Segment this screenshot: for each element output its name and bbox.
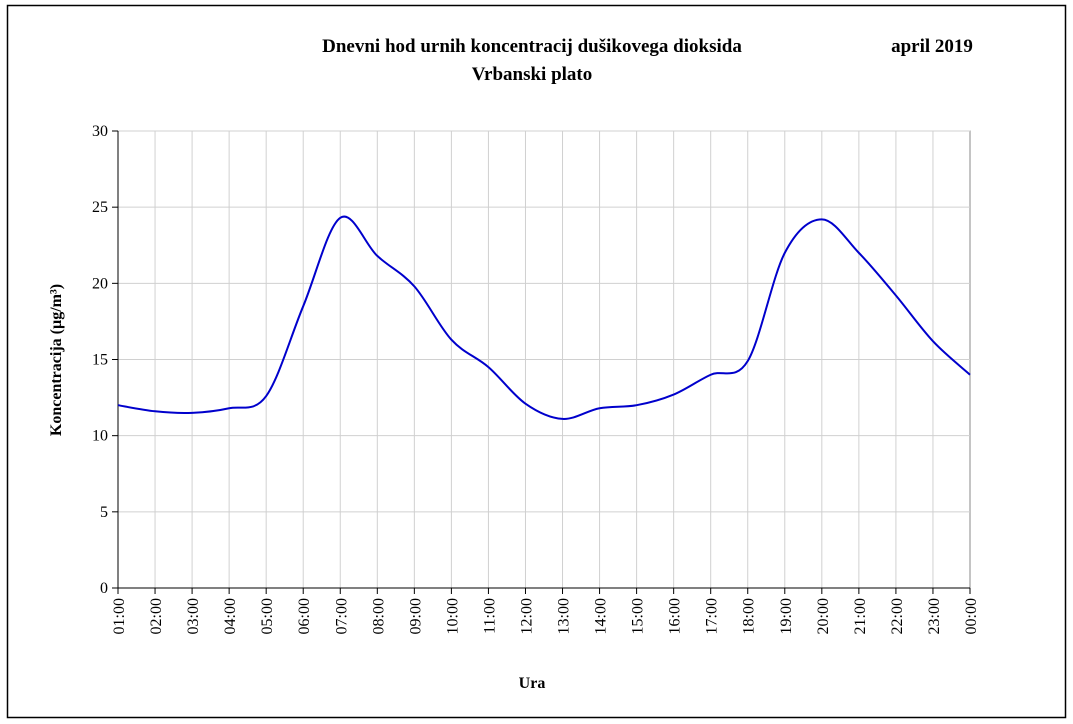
x-tick-label: 14:00 [593,598,610,634]
x-tick-label: 20:00 [815,598,832,634]
x-tick-label: 16:00 [667,598,684,634]
x-tick-label: 05:00 [259,598,276,634]
x-axis-title: Ura [519,675,546,692]
chart-subtitle: Vrbanski plato [472,64,593,85]
annotation: april 2019 [891,36,973,57]
y-axis-title: Koncentracija (µg/m³) [48,284,65,436]
x-tick-label: 07:00 [333,598,350,634]
y-tick-label: 30 [92,123,108,140]
x-tick-label: 12:00 [518,598,535,634]
x-tick-label: 03:00 [185,598,202,634]
x-tick-label: 11:00 [481,598,498,634]
x-tick-label: 04:00 [222,598,239,634]
chart-title: Dnevni hod urnih koncentracij dušikovega… [322,36,742,57]
x-tick-label: 22:00 [889,598,906,634]
x-tick-label: 01:00 [111,598,128,634]
x-tick-label: 21:00 [852,598,869,634]
x-tick-label: 06:00 [296,598,313,634]
y-tick-label: 5 [100,504,108,521]
y-tick-label: 10 [92,428,108,445]
x-tick-label: 09:00 [407,598,424,634]
x-tick-label: 08:00 [370,598,387,634]
x-tick-label: 19:00 [778,598,795,634]
y-tick-label: 0 [100,580,108,597]
x-tick-label: 23:00 [926,598,943,634]
x-tick-label: 00:00 [963,598,980,634]
x-tick-label: 18:00 [741,598,758,634]
x-tick-label: 17:00 [704,598,721,634]
y-tick-label: 20 [92,275,108,292]
x-tick-label: 10:00 [444,598,461,634]
plot-area: 0 5 10 15 20 25 30 01:00 02:00 03:00 04:00 05:00 06:… [92,123,980,634]
data-line [117,215,971,420]
x-tick-label: 02:00 [148,598,165,634]
x-tick-label: 15:00 [630,598,647,634]
y-tick-label: 15 [92,352,108,369]
x-tick-label: 13:00 [556,598,573,634]
y-tick-label: 25 [92,199,108,216]
